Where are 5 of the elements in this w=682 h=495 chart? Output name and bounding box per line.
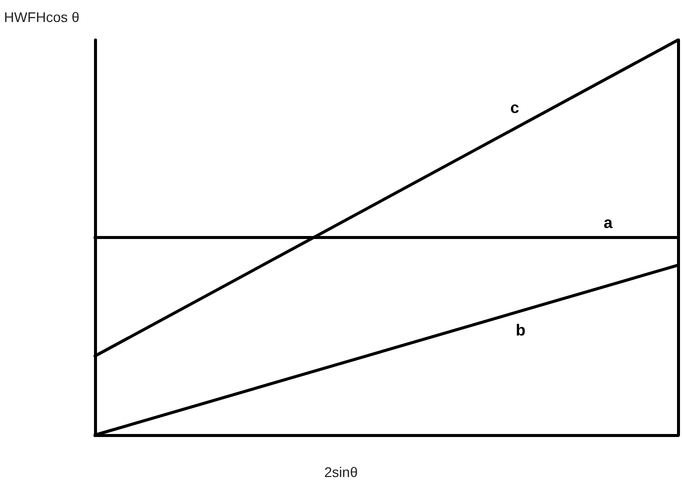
x-axis-title: 2sinθ bbox=[324, 464, 358, 480]
y-axis-title: HWFHcos θ bbox=[4, 9, 80, 25]
series-label: c bbox=[510, 100, 520, 117]
series-label: b bbox=[516, 322, 526, 340]
series-label: a bbox=[604, 215, 613, 232]
